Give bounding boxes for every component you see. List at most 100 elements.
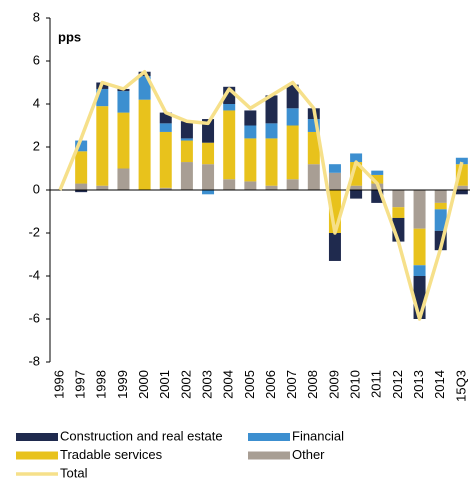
bar bbox=[117, 112, 130, 169]
x-tick-label: 2002 bbox=[178, 370, 193, 399]
bar bbox=[159, 112, 172, 124]
bar bbox=[159, 187, 172, 190]
bar bbox=[117, 91, 130, 113]
bar bbox=[413, 228, 426, 266]
bar bbox=[138, 99, 151, 190]
x-tick-label: 2003 bbox=[199, 370, 214, 399]
bar bbox=[286, 108, 299, 126]
bar bbox=[265, 123, 278, 139]
bar bbox=[244, 125, 257, 139]
bar bbox=[328, 164, 341, 173]
bar bbox=[392, 190, 405, 208]
bar bbox=[75, 140, 88, 152]
bar bbox=[202, 164, 215, 190]
x-tick-label: 2008 bbox=[305, 370, 320, 399]
y-tick-label: -6 bbox=[28, 310, 40, 325]
y-tick-label: 0 bbox=[33, 181, 40, 196]
x-tick-label: 2010 bbox=[348, 370, 363, 399]
bar bbox=[180, 121, 193, 139]
bar bbox=[434, 209, 447, 231]
bar bbox=[223, 104, 236, 111]
bar bbox=[180, 138, 193, 141]
legend-label: Tradable services bbox=[60, 447, 163, 462]
x-tick-label: 2000 bbox=[136, 370, 151, 399]
bar bbox=[413, 190, 426, 229]
x-tick-label: 1998 bbox=[94, 370, 109, 399]
legend-swatch bbox=[16, 433, 58, 441]
bar bbox=[371, 170, 384, 175]
bar bbox=[413, 265, 426, 276]
bar bbox=[244, 138, 257, 182]
y-axis-label: pps bbox=[58, 29, 81, 44]
x-tick-label: 1999 bbox=[115, 370, 130, 399]
bar bbox=[223, 110, 236, 180]
bar bbox=[350, 153, 363, 163]
bar bbox=[265, 138, 278, 186]
x-tick-label: 2012 bbox=[390, 370, 405, 399]
x-tick-label: 2007 bbox=[284, 370, 299, 399]
legend-swatch bbox=[248, 451, 290, 460]
y-tick-label: 2 bbox=[33, 138, 40, 153]
bar bbox=[286, 125, 299, 180]
legend-label: Total bbox=[60, 465, 88, 480]
bar bbox=[371, 174, 384, 184]
bar bbox=[350, 190, 363, 199]
bar bbox=[434, 190, 447, 203]
bar bbox=[75, 151, 88, 184]
bar bbox=[434, 202, 447, 210]
x-tick-label: 2009 bbox=[326, 370, 341, 399]
bar bbox=[180, 140, 193, 163]
bar bbox=[244, 110, 257, 126]
bar bbox=[455, 185, 468, 190]
bar bbox=[138, 76, 151, 100]
y-tick-label: 8 bbox=[33, 9, 40, 24]
bar bbox=[202, 119, 215, 143]
bar bbox=[96, 106, 109, 186]
bar bbox=[75, 183, 88, 190]
x-tick-label: 2001 bbox=[157, 370, 172, 399]
legend-label: Other bbox=[292, 447, 325, 462]
total-line bbox=[58, 70, 464, 321]
bar bbox=[328, 172, 341, 190]
bar bbox=[75, 190, 88, 193]
y-tick-label: 4 bbox=[33, 95, 40, 110]
bar bbox=[350, 185, 363, 190]
y-tick-label: -8 bbox=[28, 353, 40, 368]
bar bbox=[96, 185, 109, 190]
x-tick-label: 2011 bbox=[369, 370, 384, 398]
x-tick-label: 2013 bbox=[411, 370, 426, 399]
x-tick-label: 1996 bbox=[51, 370, 66, 399]
x-tick-label: 1997 bbox=[73, 370, 88, 399]
bar bbox=[286, 179, 299, 190]
bar bbox=[265, 95, 278, 124]
bar bbox=[244, 181, 257, 190]
legend-label: Financial bbox=[292, 428, 344, 443]
bar bbox=[328, 233, 341, 261]
x-tick-label: 15Q3 bbox=[453, 370, 468, 402]
legend-swatch bbox=[248, 433, 290, 441]
bar bbox=[307, 164, 320, 190]
bar bbox=[202, 190, 215, 195]
x-tick-label: 2004 bbox=[221, 370, 236, 399]
x-tick-label: 2005 bbox=[242, 370, 257, 399]
bar bbox=[180, 162, 193, 190]
bar bbox=[455, 190, 468, 195]
bar bbox=[455, 157, 468, 165]
y-tick-label: 6 bbox=[33, 52, 40, 67]
y-tick-label: -2 bbox=[28, 224, 40, 239]
bar bbox=[117, 168, 130, 190]
bar bbox=[265, 185, 278, 190]
bar bbox=[159, 131, 172, 188]
x-tick-label: 2014 bbox=[432, 370, 447, 399]
bar bbox=[202, 142, 215, 165]
legend-swatch bbox=[16, 451, 58, 460]
y-tick-label: -4 bbox=[28, 267, 40, 282]
bar bbox=[223, 179, 236, 190]
x-tick-label: 2006 bbox=[263, 370, 278, 399]
bar bbox=[392, 207, 405, 218]
legend-label: Construction and real estate bbox=[60, 428, 223, 443]
bar bbox=[159, 123, 172, 132]
bar bbox=[307, 131, 320, 165]
bar bbox=[286, 84, 299, 109]
